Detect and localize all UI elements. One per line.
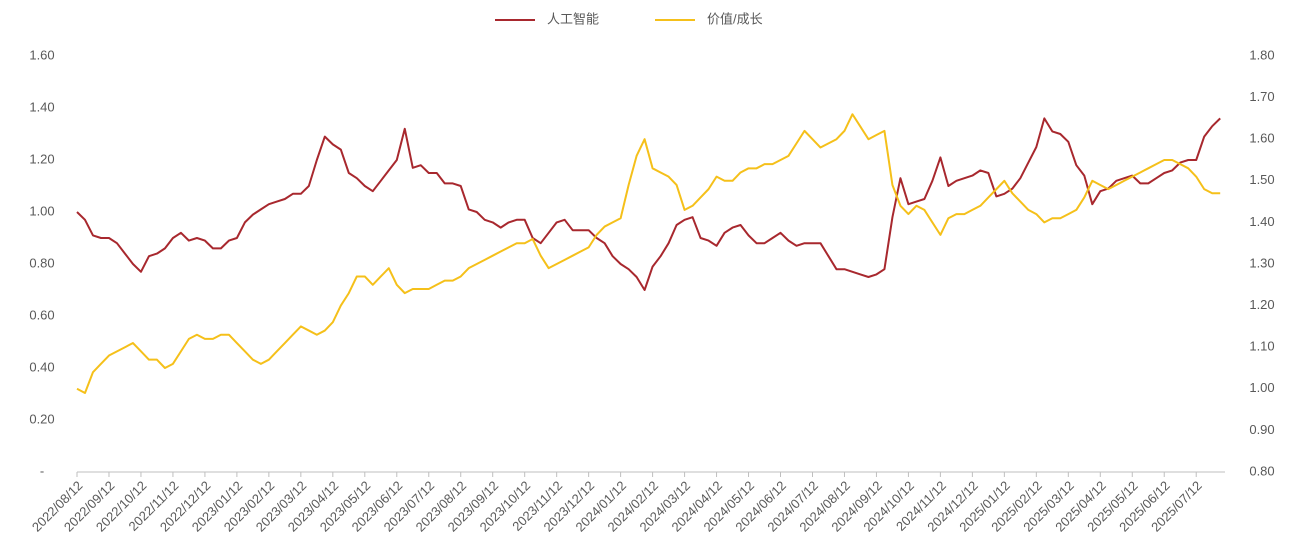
- y2-tick-label: 0.90: [1249, 422, 1274, 437]
- series-line: [76, 117, 1221, 291]
- y-tick-label: -: [40, 463, 44, 478]
- y-tick-label: 1.20: [29, 151, 54, 166]
- y2-tick-label: 1.30: [1249, 255, 1274, 270]
- y2-tick-label: 1.70: [1249, 89, 1274, 104]
- y-tick-label: 0.60: [29, 307, 54, 322]
- y2-tick-label: 0.80: [1249, 463, 1274, 478]
- y-tick-label: 1.00: [29, 203, 54, 218]
- y-tick-label: 1.40: [29, 99, 54, 114]
- y-tick-label: 0.20: [29, 411, 54, 426]
- y-tick-label: 1.60: [29, 47, 54, 62]
- y2-tick-label: 1.10: [1249, 339, 1274, 354]
- y2-tick-label: 1.00: [1249, 380, 1274, 395]
- y-tick-label: 0.80: [29, 255, 54, 270]
- legend-label: 人工智能: [547, 11, 599, 26]
- legend-label: 价值/成长: [707, 11, 763, 26]
- y-tick-label: 0.40: [29, 359, 54, 374]
- y2-tick-label: 1.50: [1249, 172, 1274, 187]
- y2-tick-label: 1.60: [1249, 131, 1274, 146]
- y2-tick-label: 1.40: [1249, 214, 1274, 229]
- y2-tick-label: 1.20: [1249, 297, 1274, 312]
- y2-tick-label: 1.80: [1249, 47, 1274, 62]
- series-line: [76, 113, 1221, 394]
